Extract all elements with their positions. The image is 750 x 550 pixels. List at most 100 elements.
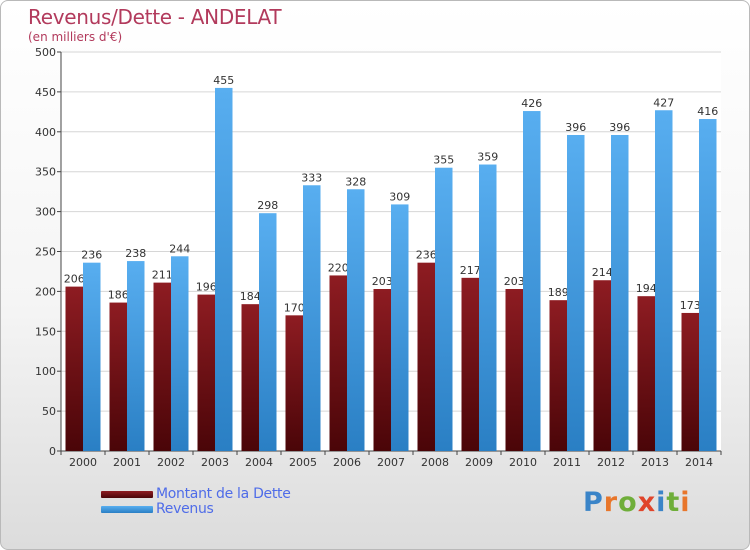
bar-debt xyxy=(681,312,699,451)
bar-revenus xyxy=(567,134,585,451)
logo-letter: i xyxy=(680,487,691,518)
logo-letter: t xyxy=(666,487,681,518)
chart-subtitle: (en milliers d'€) xyxy=(28,30,123,44)
y-tick-label: 500 xyxy=(35,46,56,59)
x-tick-label: 2005 xyxy=(289,456,317,469)
bar-debt xyxy=(153,282,171,451)
data-label-debt: 189 xyxy=(548,286,569,299)
legend-label-revenus: Revenus xyxy=(156,501,214,517)
bar-revenus xyxy=(699,119,717,452)
bar-revenus xyxy=(611,134,629,451)
bar-revenus xyxy=(523,111,541,451)
bar-debt xyxy=(373,289,391,451)
logo-letter: i xyxy=(656,487,667,518)
bar-debt xyxy=(329,275,347,451)
chart-title: Revenus/Dette - ANDELAT xyxy=(28,5,282,29)
x-tick-label: 2006 xyxy=(333,456,361,469)
data-label-revenus: 236 xyxy=(81,249,102,262)
bar-debt xyxy=(417,262,435,451)
data-label-debt: 184 xyxy=(240,290,261,303)
data-label-debt: 236 xyxy=(416,249,437,262)
bar-revenus xyxy=(435,167,453,451)
y-tick-label: 350 xyxy=(35,166,56,179)
bar-debt xyxy=(637,296,655,451)
data-label-debt: 206 xyxy=(64,273,85,286)
bar-revenus xyxy=(303,185,321,452)
bar-debt xyxy=(505,289,523,451)
data-label-revenus: 359 xyxy=(477,151,498,164)
legend-swatch-debt xyxy=(101,491,153,498)
x-tick-label: 2014 xyxy=(685,456,713,469)
bar-revenus xyxy=(391,204,409,451)
data-label-revenus: 328 xyxy=(345,175,366,188)
bar-debt xyxy=(109,302,127,451)
data-label-revenus: 455 xyxy=(213,74,234,87)
bar-revenus xyxy=(83,262,101,451)
data-label-revenus: 427 xyxy=(653,96,674,109)
legend-label-debt: Montant de la Dette xyxy=(156,486,291,502)
data-label-debt: 170 xyxy=(284,301,305,314)
logo-letter: o xyxy=(618,487,638,518)
data-label-debt: 186 xyxy=(108,289,129,302)
data-label-revenus: 396 xyxy=(609,121,630,134)
x-tick-label: 2002 xyxy=(157,456,185,469)
y-tick-label: 300 xyxy=(35,206,56,219)
data-label-debt: 214 xyxy=(592,266,613,279)
bar-debt xyxy=(65,286,83,451)
x-tick-label: 2000 xyxy=(69,456,97,469)
proxiti-logo: Proxiti xyxy=(583,487,691,518)
data-label-debt: 220 xyxy=(328,261,349,274)
bar-debt xyxy=(197,294,215,451)
y-tick-label: 150 xyxy=(35,325,56,338)
data-label-debt: 211 xyxy=(152,269,173,282)
x-tick-label: 2004 xyxy=(245,456,273,469)
x-tick-label: 2010 xyxy=(509,456,537,469)
data-label-debt: 194 xyxy=(636,282,657,295)
bar-revenus xyxy=(347,189,365,452)
data-label-revenus: 298 xyxy=(257,199,278,212)
bar-debt xyxy=(241,304,259,451)
data-label-debt: 173 xyxy=(680,299,701,312)
bar-revenus xyxy=(479,164,497,451)
data-label-debt: 203 xyxy=(372,275,393,288)
data-label-revenus: 309 xyxy=(389,190,410,203)
x-tick-label: 2009 xyxy=(465,456,493,469)
bar-debt xyxy=(285,315,303,451)
data-label-revenus: 416 xyxy=(697,105,718,118)
y-tick-label: 0 xyxy=(49,445,56,458)
data-label-debt: 196 xyxy=(196,281,217,294)
bar-revenus xyxy=(215,87,233,451)
x-tick-label: 2001 xyxy=(113,456,141,469)
y-tick-label: 200 xyxy=(35,285,56,298)
data-label-revenus: 426 xyxy=(521,97,542,110)
bar-debt xyxy=(549,300,567,451)
legend-swatch-revenus xyxy=(101,506,153,513)
bar-revenus xyxy=(655,110,673,451)
x-tick-label: 2008 xyxy=(421,456,449,469)
data-label-revenus: 238 xyxy=(125,247,146,260)
logo-letter: P xyxy=(583,487,604,518)
x-tick-label: 2011 xyxy=(553,456,581,469)
y-tick-label: 400 xyxy=(35,126,56,139)
data-label-revenus: 244 xyxy=(169,242,190,255)
bar-revenus xyxy=(171,256,189,451)
data-label-debt: 203 xyxy=(504,275,525,288)
data-label-debt: 217 xyxy=(460,264,481,277)
x-tick-label: 2007 xyxy=(377,456,405,469)
data-label-revenus: 333 xyxy=(301,171,322,184)
logo-letter: x xyxy=(637,487,657,518)
x-tick-label: 2012 xyxy=(597,456,625,469)
bar-debt xyxy=(593,280,611,451)
x-tick-label: 2013 xyxy=(641,456,669,469)
data-label-revenus: 355 xyxy=(433,154,454,167)
bar-revenus xyxy=(127,261,145,451)
x-tick-label: 2003 xyxy=(201,456,229,469)
y-tick-label: 100 xyxy=(35,365,56,378)
y-tick-label: 50 xyxy=(42,405,56,418)
y-tick-label: 450 xyxy=(35,86,56,99)
y-tick-label: 250 xyxy=(35,246,56,259)
data-label-revenus: 396 xyxy=(565,121,586,134)
logo-letter: r xyxy=(603,487,619,518)
